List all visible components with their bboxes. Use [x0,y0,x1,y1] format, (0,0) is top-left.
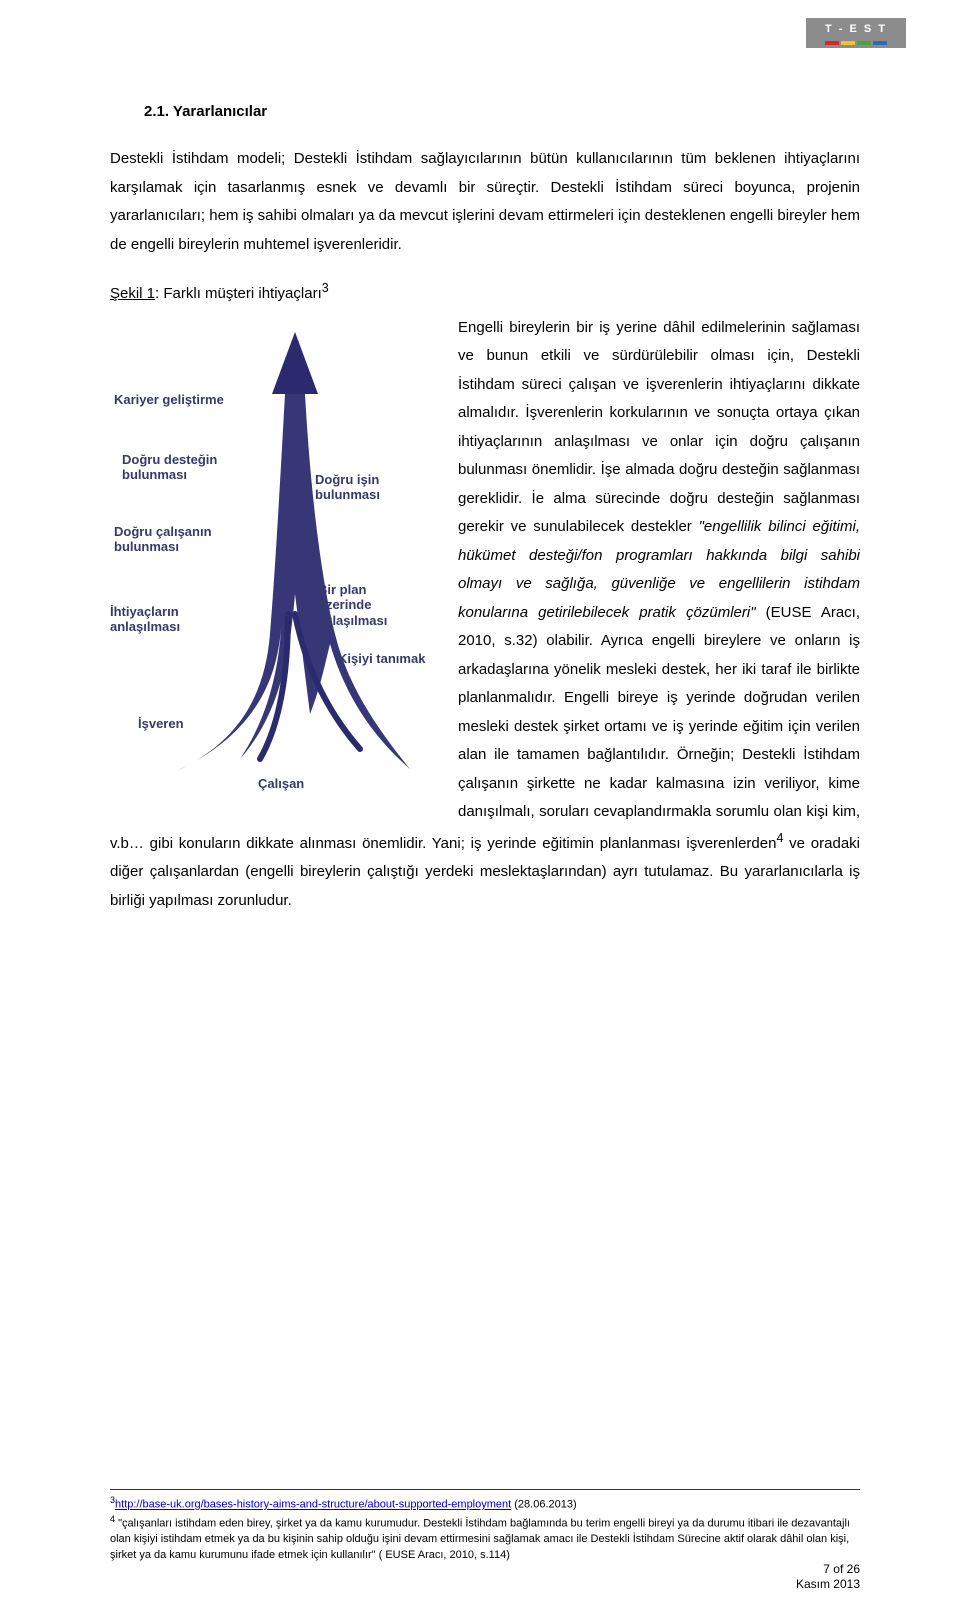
fig-label-kisiyi: Kişiyi tanımak [338,651,425,667]
footnotes: 3http://base-uk.org/bases-history-aims-a… [110,1489,860,1563]
fig-label-dogru-calis: Doğru çalışanın bulunması [114,524,212,555]
footnote-3: 3http://base-uk.org/bases-history-aims-a… [110,1494,860,1513]
figure-label-rest: : Farklı müşteri ihtiyaçları [155,285,322,302]
figure-diagram: Kariyer geliştirme Doğru desteğin bulunm… [110,314,440,809]
figure-footnote-ref: 3 [322,281,329,295]
fig-label-isveren: İşveren [138,716,184,732]
footnote-3-date: (28.06.2013) [511,1499,576,1511]
figure-text-block: Kariyer geliştirme Doğru desteğin bulunm… [110,314,860,936]
brand-logo: T - E S T [806,18,906,48]
fig-label-ihtiyac: İhtiyaçların anlaşılması [110,604,180,635]
section-heading: 2.1. Yararlanıcılar [110,100,860,123]
fig-label-kariyer: Kariyer geliştirme [114,392,224,408]
intro-paragraph: Destekli İstihdam modeli; Destekli İstih… [110,145,860,259]
fig-label-calisan: Çalışan [258,776,304,792]
fig-label-bir-plan: Bir plan üzerinde uzlaşılması [318,582,387,629]
logo-bars [825,41,887,45]
page-footer: 7 of 26 Kasım 2013 [796,1562,860,1593]
footnote-4: 4 "çalışanları istihdam eden birey, şirk… [110,1513,860,1563]
fig-label-dogru-destegin: Doğru desteğin bulunması [122,452,217,483]
fig-label-dogru-isin: Doğru işin bulunması [315,472,380,503]
footnote-3-link[interactable]: http://base-uk.org/bases-history-aims-an… [115,1499,511,1511]
figure-caption: Şekil 1: Farklı müşteri ihtiyaçları3 [110,279,860,305]
body-main: Engelli bireylerin bir iş yerine dâhil e… [458,319,860,536]
page-date: Kasım 2013 [796,1577,860,1593]
logo-text: T - E S T [825,21,887,38]
figure-label: Şekil 1 [110,285,155,302]
diagram-svg [110,314,440,809]
footnote-4-text: "çalışanları istihdam eden birey, şirket… [110,1518,850,1561]
page-number: 7 of 26 [796,1562,860,1578]
